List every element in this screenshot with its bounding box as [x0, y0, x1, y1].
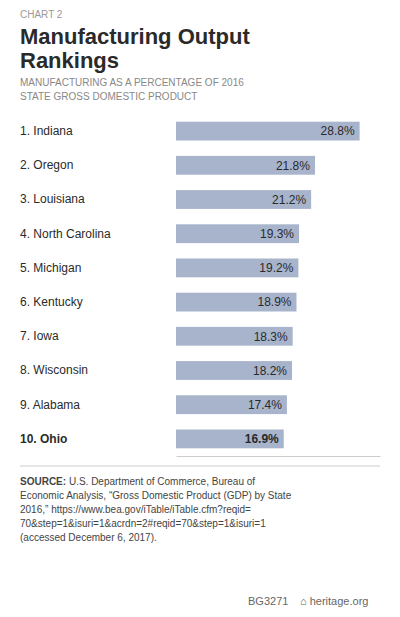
data-label: 18.9%: [257, 295, 291, 309]
data-label: 21.8%: [276, 159, 310, 173]
bar: [176, 327, 293, 346]
subtitle: MANUFACTURING AS A PERCENTAGE OF 2016 STA…: [20, 77, 244, 102]
y-tick: 7. Iowa: [20, 329, 59, 343]
source-line: 2016,” https://www.bea.gov/iTable/iTable…: [20, 504, 251, 515]
source-line: (accessed December 6, 2017).: [20, 532, 157, 543]
title-line: Rankings: [20, 48, 119, 73]
category-label: 1. Indiana: [20, 124, 73, 138]
category-label: 9. Alabama: [20, 398, 80, 412]
data-label: 21.2%: [272, 193, 306, 207]
footer-left: BG3271: [248, 595, 288, 607]
y-tick: 4. North Carolina: [20, 227, 111, 241]
y-tick: 10. Ohio: [20, 432, 67, 446]
data-label: 17.4%: [248, 398, 282, 412]
bar: [176, 190, 311, 209]
category-label: 8. Wisconsin: [20, 363, 88, 377]
source-line: 70&step=1&isuri=1&acrdn=2#reqid=70&step=…: [20, 518, 266, 529]
bar: [176, 429, 284, 448]
bar: [176, 122, 360, 141]
x-axis-line: [177, 456, 381, 457]
data-label: 19.2%: [259, 261, 293, 275]
y-tick: 3. Louisiana: [20, 192, 85, 206]
subtitle-line: MANUFACTURING AS A PERCENTAGE OF 2016: [20, 77, 244, 88]
footer-right: ⌂ heritage.org: [300, 595, 368, 607]
y-tick: 1. Indiana: [20, 124, 73, 138]
category-label: 6. Kentucky: [20, 295, 83, 309]
data-labels: 28.8% 21.8% 21.2% 19.3% 19.2% 18.9% 18.3% 18.2%…: [245, 124, 355, 446]
source-line: U.S. Department of Commerce, Bureau of: [66, 476, 255, 487]
source-text: U.S. Department of Commerce, Bureau of Ec…: [20, 476, 292, 543]
chart: CHART 2 Manufacturing OutputRankings MANUF…: [0, 0, 400, 617]
bar: [176, 258, 298, 277]
bar: [176, 293, 296, 312]
category-label: 4. North Carolina: [20, 227, 111, 241]
source-label: SOURCE:: [20, 476, 66, 487]
category-label: 7. Iowa: [20, 329, 59, 343]
data-label: 16.9%: [245, 432, 279, 446]
y-tick: 6. Kentucky: [20, 295, 83, 309]
bar: [176, 361, 292, 380]
title: Manufacturing OutputRankings: [20, 24, 250, 73]
separator: [20, 466, 380, 467]
category-label: 5. Michigan: [20, 261, 81, 275]
bar: [176, 395, 287, 414]
category-label: 2. Oregon: [20, 158, 73, 172]
category-label: 10. Ohio: [20, 432, 67, 446]
chart-label: CHART 2: [20, 9, 63, 20]
source-line: Economic Analysis, “Gross Domestic Produ…: [20, 490, 292, 501]
bars: [176, 122, 360, 449]
subtitle-line: STATE GROSS DOMESTIC PRODUCT: [20, 91, 197, 102]
data-label: 28.8%: [321, 124, 355, 138]
data-label: 18.3%: [254, 330, 288, 344]
data-label: 18.2%: [253, 364, 287, 378]
y-tick: 5. Michigan: [20, 261, 81, 275]
y-tick: 2. Oregon: [20, 158, 73, 172]
y-axis: 1. Indiana 2. Oregon 3. Louisiana 4. North …: [20, 124, 111, 446]
bar: [176, 224, 299, 243]
y-tick: 9. Alabama: [20, 398, 80, 412]
data-label: 19.3%: [260, 227, 294, 241]
category-label: 3. Louisiana: [20, 192, 85, 206]
title-line: Manufacturing Output: [20, 24, 250, 49]
bar: [176, 156, 315, 175]
x-axis: [177, 456, 381, 457]
y-tick: 8. Wisconsin: [20, 363, 88, 377]
